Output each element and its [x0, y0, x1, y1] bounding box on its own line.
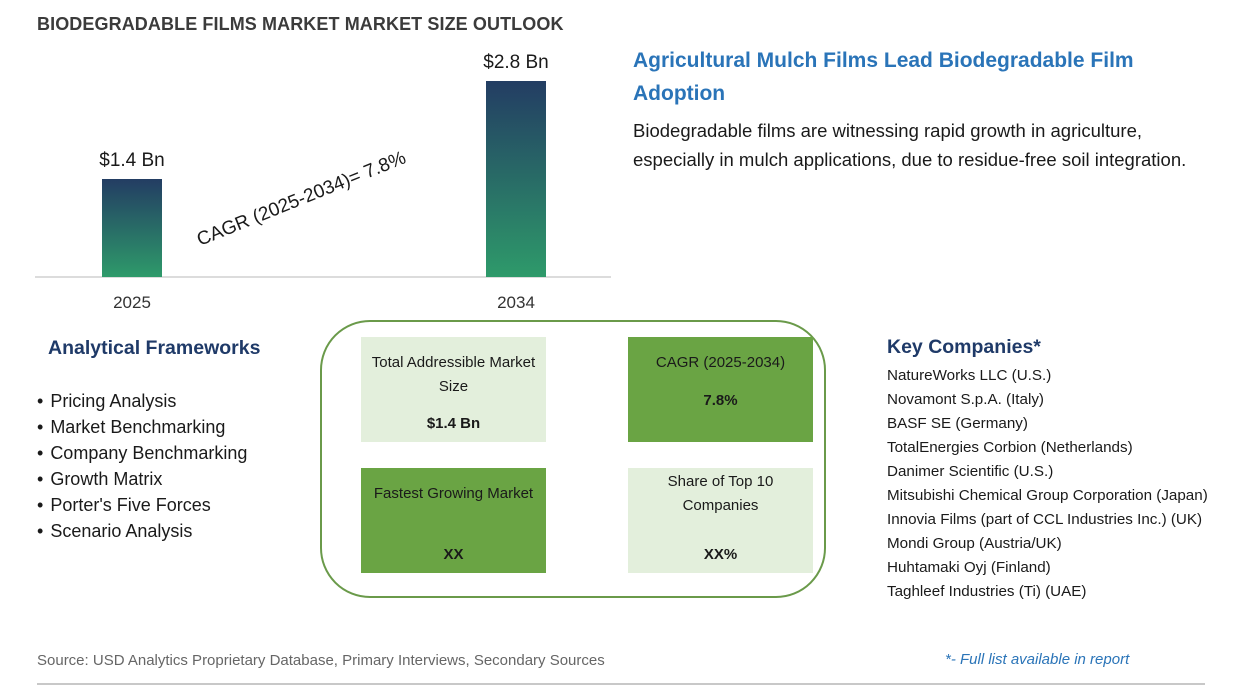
- company-item: BASF SE (Germany): [887, 415, 1028, 432]
- frameworks-list: Pricing Analysis Market Benchmarking Com…: [37, 388, 247, 544]
- bar-2034: [486, 81, 546, 277]
- framework-item: Scenario Analysis: [37, 518, 247, 544]
- stat-value: 7.8%: [703, 392, 738, 409]
- stat-value: XX%: [703, 546, 738, 563]
- x-tick-label: 2034: [497, 293, 535, 312]
- cagr-annotation: CAGR (2025-2034)= 7.8%: [194, 147, 409, 250]
- framework-item: Pricing Analysis: [37, 388, 247, 414]
- footer-divider: [37, 683, 1205, 685]
- bar-value-label: $2.8 Bn: [483, 52, 549, 73]
- companies-title: Key Companies*: [887, 336, 1041, 358]
- framework-item: Growth Matrix: [37, 466, 247, 492]
- stat-value: $1.4 Bn: [426, 415, 481, 432]
- company-item: Novamont S.p.A. (Italy): [887, 391, 1044, 408]
- stat-label: CAGR (2025-2034): [655, 354, 786, 371]
- stat-label: Total Addressible Market Size: [371, 354, 536, 395]
- stat-label: Share of Top 10 Companies: [667, 473, 774, 514]
- framework-item: Porter's Five Forces: [37, 492, 247, 518]
- stat-value: XX: [443, 546, 464, 563]
- company-item: Innovia Films (part of CCL Industries In…: [887, 511, 1203, 528]
- bar-value-label: $1.4 Bn: [99, 150, 165, 171]
- headline-title: Agricultural Mulch Films Lead Biodegrada…: [633, 49, 1134, 105]
- companies-list: NatureWorks LLC (U.S.) Novamont S.p.A. (…: [887, 364, 1217, 604]
- framework-item: Company Benchmarking: [37, 440, 247, 466]
- stats-frame: [320, 320, 826, 598]
- x-tick-label: 2025: [113, 293, 151, 312]
- company-item: Mitsubishi Chemical Group Corporation (J…: [887, 487, 1208, 504]
- page-title: BIODEGRADABLE FILMS MARKET MARKET SIZE O…: [37, 14, 564, 34]
- company-item: Danimer Scientific (U.S.): [887, 463, 1054, 480]
- stat-tam: Total Addressible Market Size $1.4 Bn: [361, 337, 546, 442]
- stat-cagr: CAGR (2025-2034) 7.8%: [628, 337, 813, 442]
- companies-note: *- Full list available in report: [945, 651, 1130, 668]
- source-note: Source: USD Analytics Proprietary Databa…: [37, 652, 605, 669]
- framework-item: Market Benchmarking: [37, 414, 247, 440]
- stat-top10-share: Share of Top 10 Companies XX%: [628, 468, 813, 573]
- company-item: TotalEnergies Corbion (Netherlands): [887, 439, 1133, 456]
- headline-body: Biodegradable films are witnessing rapid…: [633, 120, 1187, 170]
- bar-2025: [102, 179, 162, 277]
- stat-label: Fastest Growing Market: [373, 485, 534, 502]
- company-item: Huhtamaki Oyj (Finland): [887, 559, 1051, 576]
- frameworks-title: Analytical Frameworks: [48, 337, 261, 359]
- stat-fastest-market: Fastest Growing Market XX: [361, 468, 546, 573]
- company-item: Taghleef Industries (Ti) (UAE): [887, 583, 1087, 600]
- market-size-bar-chart: $1.4 Bn 2025 $2.8 Bn 2034 CAGR (2025-2034)=…: [35, 52, 611, 312]
- company-item: NatureWorks LLC (U.S.): [887, 367, 1052, 384]
- company-item: Mondi Group (Austria/UK): [887, 535, 1062, 552]
